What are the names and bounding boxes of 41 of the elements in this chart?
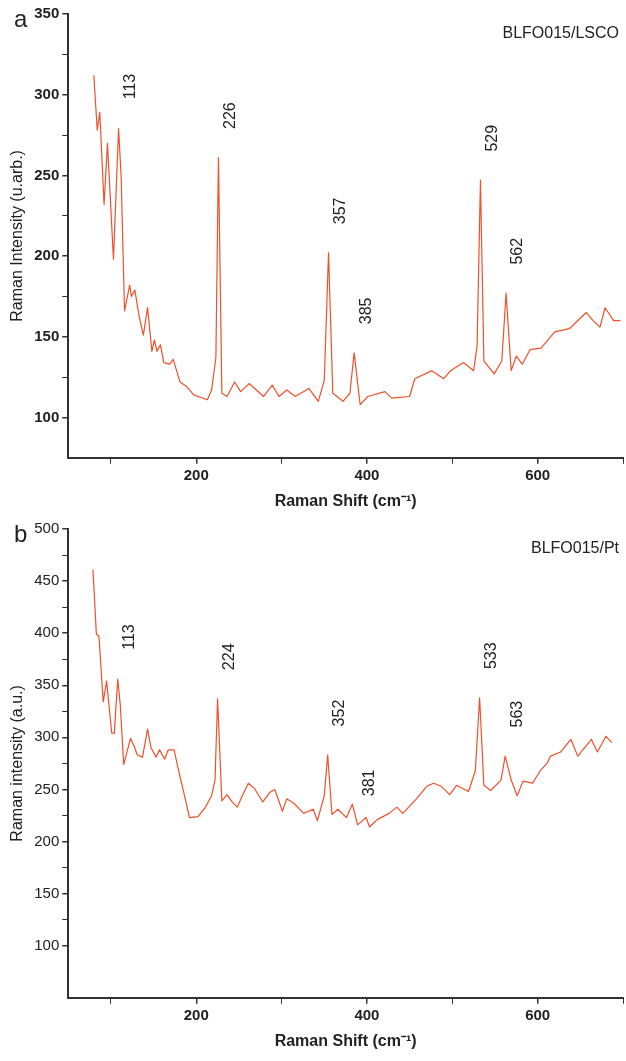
annotation: 533 xyxy=(482,642,500,670)
annotation: 226 xyxy=(220,102,238,129)
annotation: BLFO015/Pt xyxy=(530,539,620,557)
y-tick-label: 350 xyxy=(34,675,60,693)
annotation: 113 xyxy=(120,73,138,100)
annotation: 224 xyxy=(220,643,237,671)
y-tick-label: 350 xyxy=(34,4,60,22)
chart-title: b xyxy=(14,519,28,547)
annotation: 562 xyxy=(508,237,526,265)
y-tick-label: 100 xyxy=(34,935,60,953)
x-tick-label: 400 xyxy=(354,465,380,483)
y-tick-label: 450 xyxy=(34,571,60,589)
x-tick-label: 200 xyxy=(183,1005,209,1023)
y-tick-label: 300 xyxy=(34,727,60,745)
x-axis-title: Raman Shift (cm⁻¹) xyxy=(274,1031,417,1049)
annotation: 381 xyxy=(359,769,377,797)
y-tick-label: 100 xyxy=(34,407,60,425)
x-axis-title: Raman Shift (cm⁻¹) xyxy=(274,491,417,509)
y-axis-title: Raman Intensity (u.arb.) xyxy=(8,150,26,322)
x-tick-label: 200 xyxy=(183,465,209,483)
y-tick-label: 300 xyxy=(34,84,60,102)
annotation: 357 xyxy=(330,197,348,225)
annotation: 529 xyxy=(482,124,500,152)
annotation: 113 xyxy=(120,624,138,650)
annotation: 352 xyxy=(330,699,348,727)
annotation: BLFO015/LSCO xyxy=(502,24,619,42)
y-tick-label: 500 xyxy=(34,519,60,537)
y-tick-label: 200 xyxy=(34,246,60,264)
x-tick-label: 600 xyxy=(525,1005,551,1023)
y-tick-label: 250 xyxy=(34,779,60,797)
annotation: 563 xyxy=(507,700,525,728)
y-tick-label: 200 xyxy=(34,831,60,849)
x-tick-label: 400 xyxy=(354,1005,380,1023)
y-axis-title: Raman intensity (a.u.) xyxy=(8,685,26,842)
chart-title: a xyxy=(14,4,28,32)
y-tick-label: 150 xyxy=(34,883,60,901)
y-tick-label: 400 xyxy=(34,623,60,641)
x-tick-label: 600 xyxy=(525,465,551,483)
y-tick-label: 150 xyxy=(34,326,60,344)
annotation: 385 xyxy=(356,297,374,325)
y-tick-label: 250 xyxy=(34,165,60,183)
